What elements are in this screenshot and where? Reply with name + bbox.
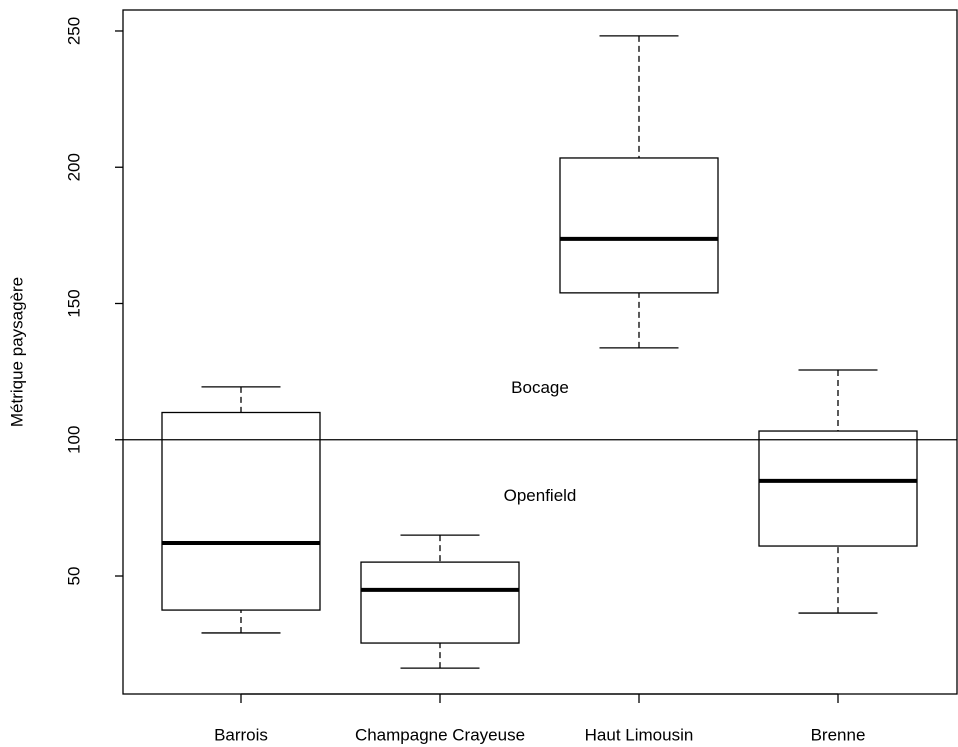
x-tick-label: Haut Limousin [585, 725, 694, 744]
annotation: Bocage [511, 378, 569, 397]
y-tick-label: 50 [64, 567, 83, 586]
x-tick-label: Brenne [811, 725, 866, 744]
annotation: Openfield [504, 486, 577, 505]
box [758, 430, 918, 547]
y-tick-label: 100 [64, 426, 83, 454]
box [360, 561, 520, 644]
x-tick-label: Champagne Crayeuse [355, 725, 525, 744]
y-tick-label: 200 [64, 153, 83, 181]
x-tick-label: Barrois [214, 725, 268, 744]
y-tick-label: 250 [64, 17, 83, 45]
y-tick-label: 150 [64, 289, 83, 317]
box [161, 411, 321, 611]
box [559, 157, 719, 294]
y-axis-label: Métrique paysagère [7, 277, 26, 427]
